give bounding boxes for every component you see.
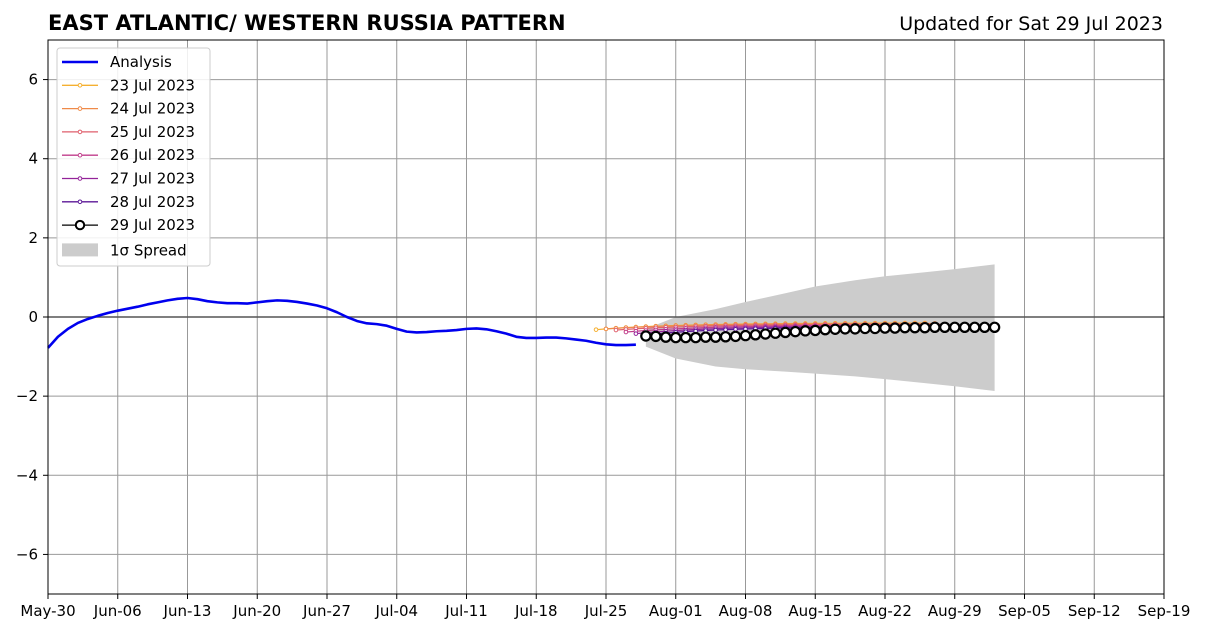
x-tick-label: Sep-05	[998, 602, 1051, 620]
forecast-point	[759, 328, 772, 340]
legend-label: 27 Jul 2023	[110, 170, 195, 188]
forecast-point	[799, 325, 811, 337]
x-tick-label: May-30	[20, 602, 75, 620]
legend-label: 29 Jul 2023	[110, 216, 195, 234]
y-tick-label: −2	[16, 387, 38, 405]
forecast-point	[769, 327, 782, 339]
x-tick-label: Aug-01	[649, 602, 703, 620]
legend-marker	[77, 176, 83, 181]
y-tick-label: −6	[16, 545, 38, 563]
forecast-point	[929, 321, 941, 333]
legend: Analysis 23 Jul 2023 24 Jul 2023 25 Jul 202…	[56, 47, 211, 267]
axes: May-30 Jun-06 Jun-13 Jun-20 Jun-27 Jul-04 Jul-…	[16, 39, 1191, 620]
legend-marker	[77, 83, 83, 88]
x-tick-label: Jul-18	[514, 602, 558, 620]
forecast-point	[729, 330, 742, 343]
forecast-point	[949, 321, 961, 333]
forecast-point	[959, 321, 971, 333]
legend-label: 26 Jul 2023	[110, 146, 195, 164]
legend-marker	[74, 219, 86, 231]
x-tick-label: Aug-15	[788, 602, 842, 620]
forecast-point	[699, 331, 712, 343]
forecast-point	[680, 331, 692, 344]
forecast-point	[633, 331, 639, 336]
forecast-point	[809, 324, 821, 337]
legend-box	[56, 47, 211, 267]
legend-label: 24 Jul 2023	[110, 100, 195, 118]
forecast-point	[968, 321, 981, 333]
x-tick-label: Aug-22	[858, 602, 912, 620]
x-tick-label: Jun-27	[302, 602, 351, 620]
legend-marker	[77, 152, 83, 158]
forecast-point	[733, 326, 738, 332]
legend-label: 1σ Spread	[110, 241, 187, 259]
forecast-point	[839, 323, 851, 335]
legend-label: Analysis	[110, 53, 172, 71]
y-tick-label: 2	[28, 229, 38, 247]
analysis-line	[47, 296, 636, 349]
forecast-point	[603, 326, 609, 332]
forecast-point	[709, 331, 722, 343]
forecast-point	[978, 321, 991, 333]
forecast-point	[879, 322, 891, 334]
forecast-point	[889, 322, 901, 334]
legend-swatch	[62, 243, 98, 257]
y-tick-label: 6	[28, 71, 38, 89]
chart-subtitle: Updated for Sat 29 Jul 2023	[899, 13, 1163, 35]
forecast-point	[829, 323, 841, 335]
x-tick-label: Jun-06	[93, 602, 142, 620]
legend-marker	[77, 129, 83, 135]
x-tick-label: Aug-29	[928, 602, 982, 620]
forecast-line	[605, 322, 935, 330]
forecast-point	[650, 330, 662, 343]
forecast-point	[660, 331, 672, 343]
forecast-point	[640, 330, 652, 342]
forecast-point	[593, 327, 599, 332]
forecast-point	[719, 331, 732, 343]
x-tick-label: Jul-25	[584, 602, 628, 620]
analysis-series	[47, 296, 636, 349]
forecast-point	[723, 327, 728, 332]
forecast-series	[593, 320, 1001, 344]
y-tick-label: 0	[28, 308, 38, 326]
legend-marker	[77, 106, 83, 111]
forecast-point	[739, 329, 752, 342]
x-tick-label: Aug-08	[719, 602, 773, 620]
legend-label: 28 Jul 2023	[110, 193, 195, 211]
forecast-point	[899, 321, 911, 334]
forecast-point	[859, 322, 871, 335]
forecast-point	[613, 327, 619, 333]
forecast-point	[713, 327, 718, 333]
forecast-line	[615, 323, 945, 331]
forecast-point	[670, 331, 682, 344]
legend-marker	[77, 199, 83, 205]
plot-frame	[47, 39, 1165, 595]
legend-label: 23 Jul 2023	[110, 76, 195, 94]
x-tick-label: Sep-12	[1068, 602, 1121, 620]
x-tick-label: Jul-11	[444, 602, 488, 620]
forecast-point	[623, 329, 629, 335]
forecast-point	[789, 325, 802, 338]
forecast-point	[909, 321, 921, 334]
forecast-point	[779, 326, 792, 339]
forecast-point	[849, 323, 861, 335]
forecast-point	[819, 323, 831, 336]
x-tick-label: Jun-13	[163, 602, 212, 620]
chart-title: EAST ATLANTIC/ WESTERN RUSSIA PATTERN	[48, 11, 566, 35]
y-tick-label: −4	[16, 466, 38, 484]
forecast-point	[988, 321, 1001, 333]
forecast-point	[869, 322, 881, 335]
forecast-point	[919, 321, 931, 334]
forecast-point	[689, 331, 702, 344]
x-tick-label: Sep-19	[1138, 602, 1191, 620]
legend-label: 25 Jul 2023	[110, 123, 195, 141]
y-tick-label: 4	[28, 150, 38, 168]
x-tick-label: Jun-20	[232, 602, 281, 620]
forecast-point	[749, 329, 762, 341]
forecast-point	[939, 321, 951, 333]
x-tick-label: Jul-04	[374, 602, 418, 620]
